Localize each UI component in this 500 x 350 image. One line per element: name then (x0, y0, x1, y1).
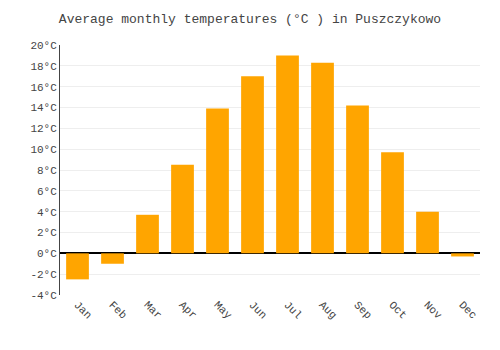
svg-text:Apr: Apr (176, 299, 198, 321)
svg-text:14°C: 14°C (30, 102, 57, 114)
svg-text:20°C: 20°C (30, 40, 57, 52)
svg-text:Average monthly temperatures (: Average monthly temperatures (°C ) in Pu… (59, 12, 441, 27)
svg-text:Jan: Jan (71, 299, 93, 321)
svg-text:0°C: 0°C (37, 248, 57, 260)
svg-text:Feb: Feb (106, 299, 128, 321)
svg-text:18°C: 18°C (30, 61, 57, 73)
svg-text:Aug: Aug (316, 299, 338, 321)
svg-text:Sep: Sep (351, 299, 373, 321)
svg-text:Jun: Jun (246, 299, 268, 321)
svg-text:Nov: Nov (421, 299, 444, 322)
svg-text:Jul: Jul (281, 299, 303, 321)
svg-text:May: May (211, 299, 234, 322)
svg-text:4°C: 4°C (37, 207, 57, 219)
svg-text:Mar: Mar (141, 299, 163, 321)
svg-text:10°C: 10°C (30, 144, 57, 156)
svg-text:-4°C: -4°C (30, 290, 57, 302)
svg-text:8°C: 8°C (37, 165, 57, 177)
svg-text:12°C: 12°C (30, 123, 57, 135)
svg-text:Dec: Dec (456, 299, 478, 321)
svg-text:-2°C: -2°C (30, 269, 57, 281)
svg-text:2°C: 2°C (37, 227, 57, 239)
svg-text:Oct: Oct (386, 299, 408, 321)
svg-text:6°C: 6°C (37, 186, 57, 198)
svg-text:16°C: 16°C (30, 82, 57, 94)
